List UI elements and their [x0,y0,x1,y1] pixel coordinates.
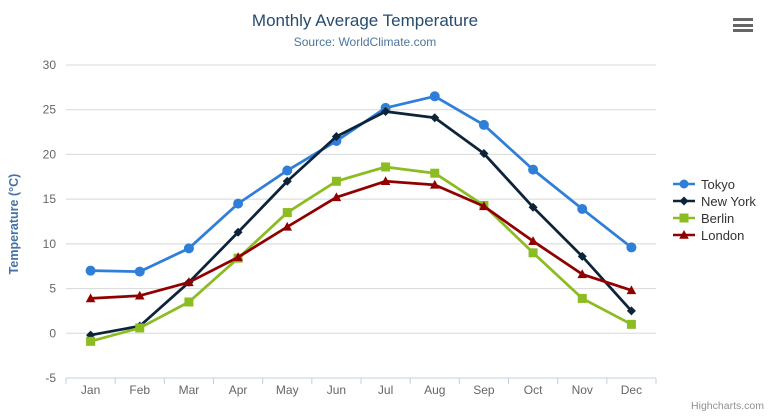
x-axis-label-may: May [276,383,299,397]
y-axis-tick-label: 20 [43,147,57,161]
context-menu-button[interactable] [733,18,753,32]
data-point-tokyo-jan[interactable] [85,265,96,276]
data-point-london-nov[interactable] [577,269,588,279]
legend-marker-new-york [679,196,689,206]
y-axis-tick-label: 10 [43,237,57,251]
data-point-new-york-nov[interactable] [577,251,587,261]
data-point-new-york-dec[interactable] [626,306,636,316]
data-point-london-oct[interactable] [528,236,538,245]
data-point-berlin-feb[interactable] [135,323,145,333]
data-point-berlin-jan[interactable] [86,336,96,346]
x-axis-label-feb: Feb [129,383,150,397]
data-point-london-sep[interactable] [479,201,489,211]
legend-item-tokyo[interactable]: Tokyo [672,176,756,192]
legend-label: Berlin [701,210,735,226]
series-line-new-york[interactable] [89,110,633,337]
data-point-berlin-jul[interactable] [381,162,391,172]
data-point-berlin-oct[interactable] [528,248,538,258]
data-point-london-may[interactable] [282,221,293,231]
data-point-new-york-may[interactable] [282,176,292,186]
x-axis-label-jul: Jul [378,383,393,397]
series-line-berlin[interactable] [89,165,633,343]
y-axis-tick-label: 0 [49,326,56,340]
data-point-new-york-apr[interactable] [233,227,243,237]
legend-symbol-triangle-icon [673,230,695,239]
data-point-london-feb[interactable] [134,290,145,300]
data-point-new-york-aug[interactable] [430,113,440,123]
chart-subtitle: Source: WorldClimate.com [293,35,437,49]
y-axis-tick-label: 5 [49,282,56,296]
x-axis-label-jun: Jun [327,383,346,397]
series-tokyo [85,91,637,277]
series-london [85,176,637,303]
credits-link[interactable]: Highcharts.com [691,400,764,412]
x-axis-label-jan: Jan [81,383,100,397]
x-axis-label-dec: Dec [621,383,642,397]
data-point-london-jan[interactable] [85,293,96,303]
legend-item-berlin[interactable]: Berlin [672,210,756,226]
legend-marker-london [679,230,689,239]
y-axis-tick-label: 30 [43,58,57,72]
data-point-london-jun[interactable] [331,192,342,202]
data-point-london-jul[interactable] [380,176,391,186]
legend-marker-berlin [679,213,689,223]
data-point-tokyo-feb[interactable] [134,266,145,277]
data-point-london-apr[interactable] [233,252,243,262]
legend-label: Tokyo [701,176,735,192]
series-new-york [86,107,636,340]
legend-marker-tokyo [679,179,689,189]
x-axis-label-aug: Aug [424,383,445,397]
data-point-berlin-dec[interactable] [626,319,636,329]
legend-symbol-square-icon [673,213,695,223]
data-point-tokyo-may[interactable] [282,165,293,176]
data-point-london-dec[interactable] [626,285,637,295]
data-point-new-york-sep[interactable] [479,149,489,159]
legend: Tokyo New York Berlin London [672,176,756,243]
data-point-tokyo-nov[interactable] [577,203,588,214]
data-point-tokyo-apr[interactable] [233,198,244,209]
data-point-berlin-mar[interactable] [184,297,194,307]
data-point-tokyo-oct[interactable] [528,164,539,175]
x-axis-label-oct: Oct [524,383,543,397]
data-point-berlin-may[interactable] [282,208,292,218]
data-point-berlin-aug[interactable] [430,168,440,178]
data-point-london-aug[interactable] [429,179,440,189]
data-point-tokyo-aug[interactable] [429,91,440,102]
data-point-berlin-jun[interactable] [331,176,341,186]
data-point-tokyo-dec[interactable] [626,242,637,253]
data-point-new-york-jul[interactable] [381,107,391,117]
x-axis-label-sep: Sep [473,383,495,397]
hamburger-icon [733,18,753,21]
data-point-berlin-nov[interactable] [577,293,587,303]
chart-title: Monthly Average Temperature [251,11,479,30]
legend-symbol-circle-icon [673,179,695,189]
y-axis-tick-label: 15 [43,192,57,206]
x-axis-label-nov: Nov [572,383,593,397]
legend-label: New York [701,193,756,209]
data-point-london-mar[interactable] [184,277,194,287]
y-axis-tick-label: -5 [45,371,56,385]
y-axis-tick-label: 25 [43,103,57,117]
x-axis-label-apr: Apr [229,383,248,397]
series-line-london[interactable] [89,179,633,300]
data-point-tokyo-mar[interactable] [183,243,194,254]
data-point-new-york-jun[interactable] [331,132,341,142]
legend-label: London [701,227,745,243]
legend-item-new-york[interactable]: New York [672,193,756,209]
data-point-tokyo-sep[interactable] [478,119,489,130]
legend-symbol-diamond-icon [673,196,695,206]
legend-item-london[interactable]: London [672,227,756,243]
x-axis-label-mar: Mar [179,383,200,397]
data-point-new-york-oct[interactable] [528,202,538,212]
